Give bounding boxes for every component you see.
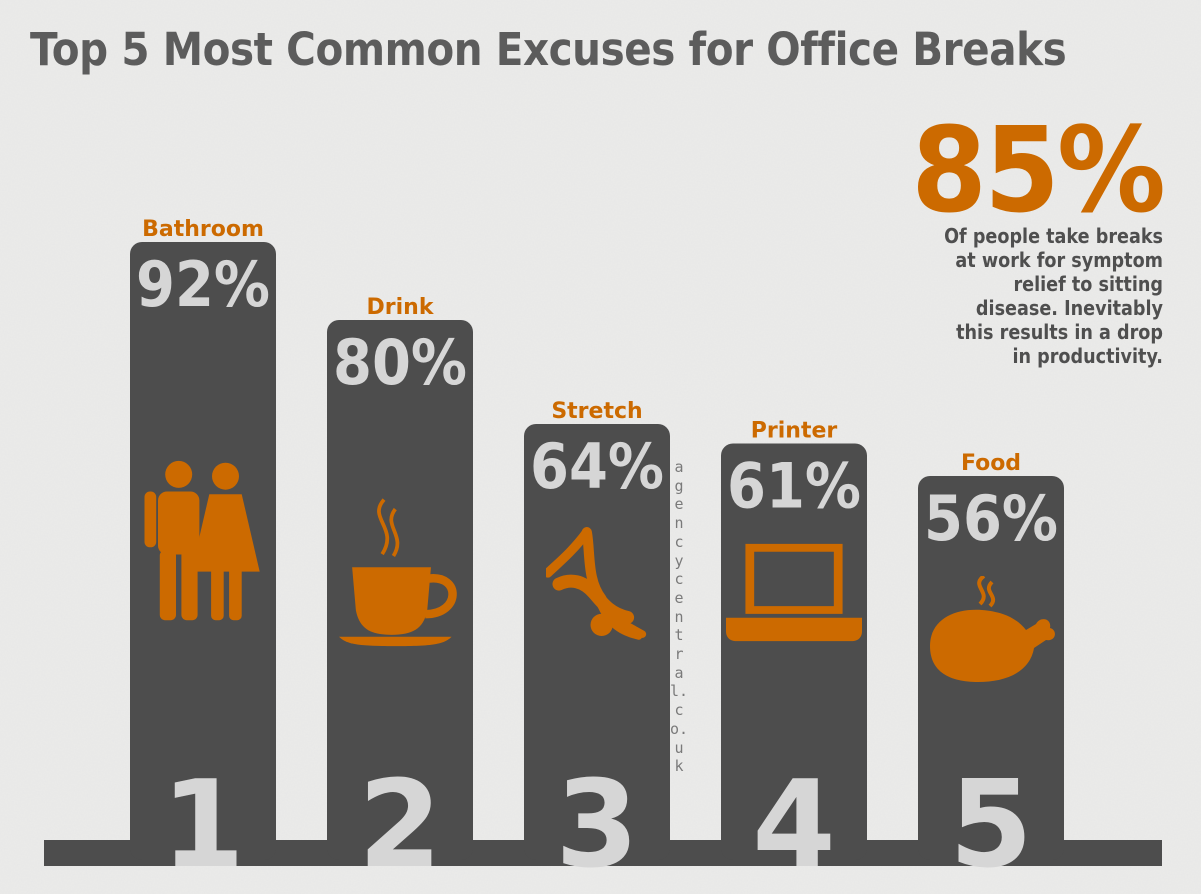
headline-stat: 85% Of people take breaks at work for sy…	[863, 101, 1165, 368]
category-label: Drink	[367, 295, 435, 320]
chart-title: Top 5 Most Common Excuses for Office Bre…	[30, 23, 1067, 76]
stat-line: at work for symptom	[955, 248, 1163, 272]
category-label: Food	[961, 451, 1021, 476]
value-label: 64%	[530, 430, 664, 503]
headline-stat-value: 85%	[911, 101, 1165, 239]
rank-label: 3	[555, 756, 639, 894]
rank-label: 1	[161, 756, 245, 894]
rank-label: 2	[358, 756, 442, 894]
category-label: Printer	[751, 419, 838, 444]
headline-stat-text: Of people take breaks at work for sympto…	[899, 224, 1163, 368]
rank-label: 4	[752, 756, 836, 894]
category-label: Bathroom	[142, 217, 264, 242]
stat-line: this results in a drop	[956, 320, 1163, 344]
value-label: 61%	[727, 450, 861, 523]
bar	[524, 424, 670, 860]
value-label: 56%	[924, 482, 1058, 555]
stat-line: Of people take breaks	[944, 224, 1163, 248]
stat-line: in productivity.	[1012, 344, 1163, 368]
value-label: 92%	[136, 248, 270, 321]
value-label: 80%	[333, 326, 467, 399]
stat-line: disease. Inevitably	[975, 296, 1163, 320]
category-label: Stretch	[551, 399, 642, 424]
stat-line: relief to sitting	[1013, 272, 1163, 296]
rank-label: 5	[949, 756, 1033, 894]
watermark-text: agencycentral.co.uk	[670, 458, 689, 776]
